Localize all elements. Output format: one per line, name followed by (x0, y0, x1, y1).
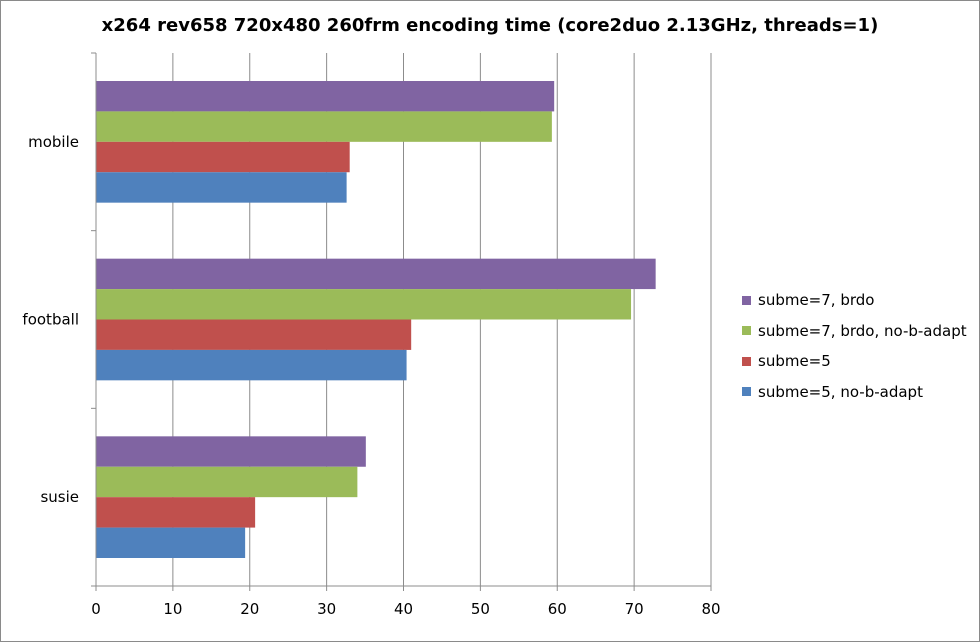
legend-item: subme=7, brdo, no-b-adapt (742, 316, 967, 347)
legend-item: subme=5 (742, 346, 967, 377)
bar-football-0 (96, 258, 656, 290)
x-tick-label: 70 (625, 600, 644, 618)
bar-football-1 (96, 289, 632, 320)
x-tick-label: 0 (91, 600, 101, 618)
legend-label: subme=7, brdo, no-b-adapt (758, 321, 967, 340)
x-tick-label: 60 (548, 600, 567, 618)
legend-item: subme=7, brdo (742, 285, 967, 316)
bar-susie-3 (96, 527, 246, 558)
legend-swatch (742, 356, 751, 366)
x-tick-label: 80 (701, 600, 720, 618)
bar-mobile-0 (96, 81, 555, 112)
legend-swatch (742, 326, 751, 336)
category-label: mobile (28, 133, 79, 151)
bar-susie-0 (96, 436, 366, 467)
x-tick-label: 10 (163, 600, 182, 618)
bar-mobile-2 (96, 141, 350, 173)
bar-susie-2 (96, 497, 256, 528)
bar-football-2 (96, 319, 412, 350)
x-tick-label: 50 (471, 600, 490, 618)
bar-mobile-1 (96, 111, 552, 142)
legend: subme=7, brdo subme=7, brdo, no-b-adapt su… (742, 285, 967, 407)
legend-swatch (742, 387, 751, 397)
legend-label: subme=7, brdo (758, 291, 875, 310)
bar-football-3 (96, 349, 407, 381)
bar-susie-1 (96, 466, 358, 498)
chart-title: x264 rev658 720x480 260frm encoding time… (101, 15, 879, 36)
bar-mobile-3 (96, 172, 347, 203)
legend-swatch (742, 295, 751, 305)
category-label: susie (40, 488, 79, 506)
legend-item: subme=5, no-b-adapt (742, 377, 967, 408)
legend-label: subme=5, no-b-adapt (758, 382, 923, 401)
category-label: football (22, 311, 79, 329)
x-tick-label: 40 (394, 600, 413, 618)
x-tick-label: 30 (317, 600, 336, 618)
x-tick-label: 20 (240, 600, 259, 618)
legend-label: subme=5 (758, 352, 831, 371)
